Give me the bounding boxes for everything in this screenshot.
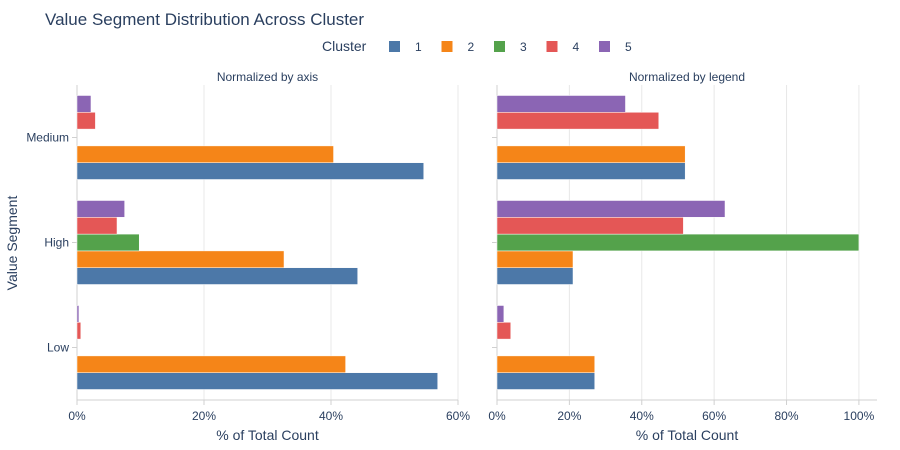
legend-swatch-4[interactable] (546, 41, 558, 52)
bar-low-cluster-4[interactable] (496, 322, 512, 340)
panel-normalized-by-axis: Normalized by axis 0% 20% 40% 60% % of Total … (26, 70, 470, 443)
panel-subtitle: Normalized by axis (217, 70, 318, 84)
bar-high-cluster-3[interactable] (76, 233, 140, 252)
bar-high-cluster-2[interactable] (496, 250, 574, 268)
legend-swatch-2[interactable] (441, 41, 453, 52)
x-tick-label: 20% (192, 409, 216, 423)
x-tick-label: 100% (844, 409, 875, 423)
legend-swatch-5[interactable] (599, 41, 610, 52)
legend-title: Cluster (322, 38, 367, 54)
bar-medium-cluster-2[interactable] (76, 145, 334, 163)
y-tick-label-high: High (44, 236, 69, 250)
bar-low-cluster-2[interactable] (496, 355, 595, 373)
x-axis-title: % of Total Count (636, 427, 739, 443)
bar-high-cluster-3[interactable] (496, 233, 860, 252)
x-tick-label: 80% (775, 409, 799, 423)
legend: Cluster 1 2 3 4 5 (322, 38, 632, 54)
x-tick-label: 60% (446, 409, 470, 423)
bar-high-cluster-2[interactable] (76, 250, 285, 268)
legend-label-2[interactable]: 2 (468, 40, 475, 54)
legend-swatch-1[interactable] (389, 41, 400, 52)
bar-high-cluster-4[interactable] (76, 217, 118, 235)
bar-low-cluster-5[interactable] (496, 305, 505, 323)
bar-high-cluster-1[interactable] (76, 267, 358, 285)
bar-low-cluster-1[interactable] (76, 372, 438, 390)
x-axis-title: % of Total Count (216, 427, 319, 443)
bar-high-cluster-1[interactable] (496, 267, 574, 285)
y-tick-label-low: Low (47, 341, 69, 355)
legend-label-5[interactable]: 5 (625, 40, 632, 54)
bar-medium-cluster-2[interactable] (496, 145, 686, 163)
x-tick-label: 0% (488, 409, 506, 423)
x-tick-label: 20% (557, 409, 581, 423)
chart-title: Value Segment Distribution Across Cluste… (45, 10, 364, 29)
x-tick-label: 40% (630, 409, 654, 423)
legend-label-4[interactable]: 4 (573, 40, 580, 54)
bar-high-cluster-5[interactable] (496, 200, 726, 218)
bar-medium-cluster-4[interactable] (496, 112, 660, 130)
legend-swatch-3[interactable] (494, 41, 505, 52)
panel-subtitle: Normalized by legend (629, 70, 745, 84)
bar-medium-cluster-1[interactable] (76, 162, 424, 180)
bar-high-cluster-5[interactable] (76, 200, 125, 218)
bar-medium-cluster-4[interactable] (76, 112, 96, 130)
bar-low-cluster-2[interactable] (76, 355, 346, 373)
legend-label-1[interactable]: 1 (415, 40, 422, 54)
bar-low-cluster-4[interactable] (76, 322, 82, 340)
y-axis-title: Value Segment (4, 196, 20, 291)
y-tick-label-medium: Medium (26, 131, 69, 145)
bar-low-cluster-5[interactable] (76, 305, 80, 323)
bar-low-cluster-1[interactable] (496, 372, 595, 390)
bar-medium-cluster-5[interactable] (496, 95, 626, 113)
legend-label-3[interactable]: 3 (520, 40, 527, 54)
bar-medium-cluster-1[interactable] (496, 162, 686, 180)
x-tick-label: 0% (68, 409, 86, 423)
bar-medium-cluster-5[interactable] (76, 95, 92, 113)
x-tick-label: 60% (702, 409, 726, 423)
x-tick-label: 40% (319, 409, 343, 423)
panel-normalized-by-legend: Normalized by legend 0% 20% 40% 60% 80% 100% % … (488, 70, 877, 443)
bar-high-cluster-4[interactable] (496, 217, 684, 235)
